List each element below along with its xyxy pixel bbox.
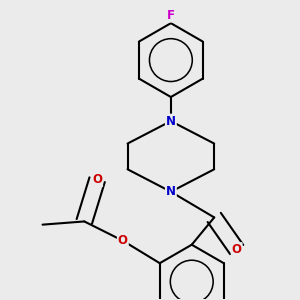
Text: O: O [92,173,102,186]
Text: N: N [166,185,176,198]
Text: O: O [118,234,128,247]
Text: N: N [166,115,176,128]
Text: O: O [232,243,242,256]
Text: F: F [167,9,175,22]
